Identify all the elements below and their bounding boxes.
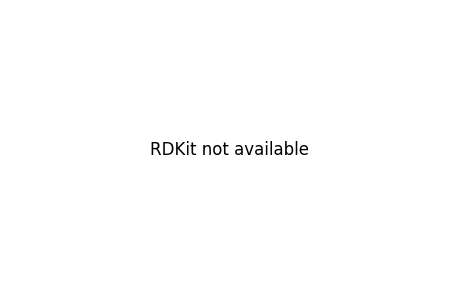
Text: RDKit not available: RDKit not available <box>150 141 309 159</box>
